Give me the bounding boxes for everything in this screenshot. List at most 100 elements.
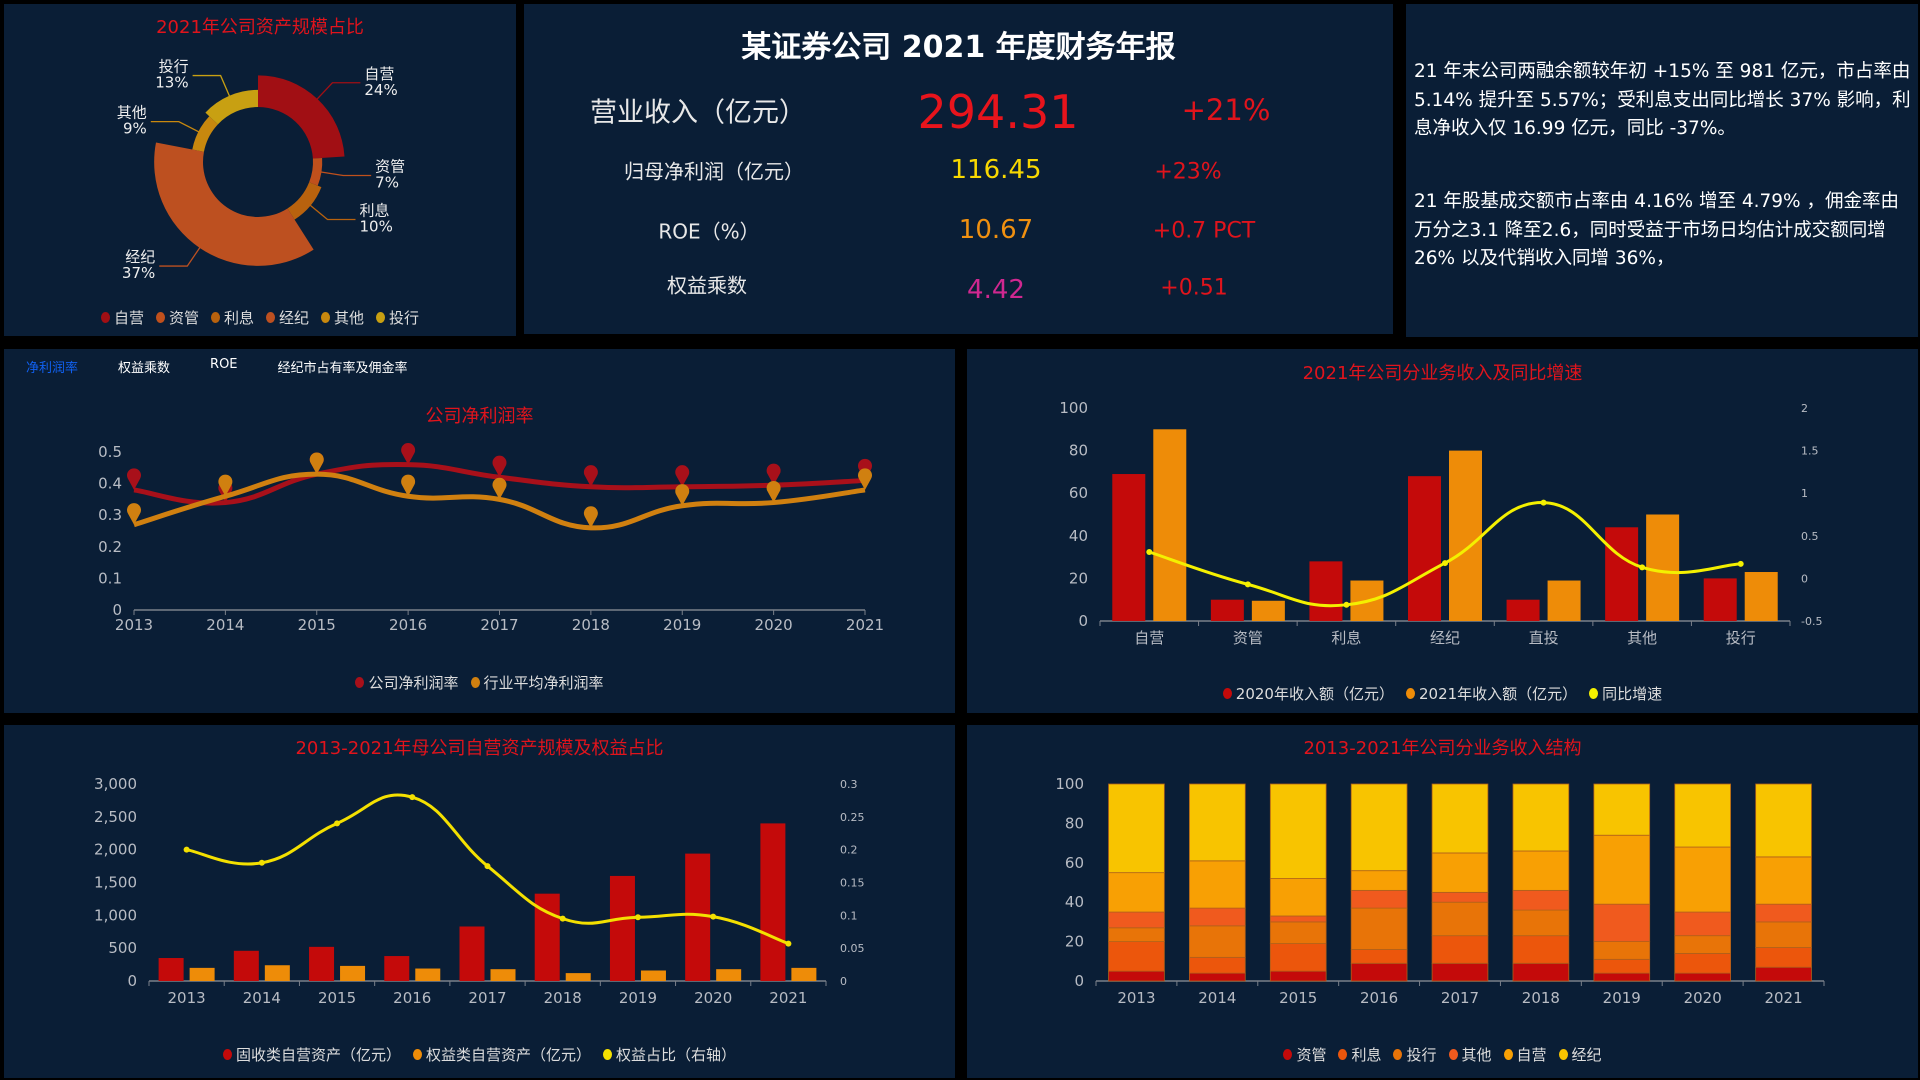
kpi-label-net-profit: 归母净利润（亿元） <box>624 159 804 184</box>
legend-item[interactable]: 自营 <box>100 307 144 328</box>
bar-1 <box>1646 514 1680 621</box>
legend-dot-icon <box>1338 1049 1348 1060</box>
legend-item[interactable]: 资管 <box>1283 1044 1326 1065</box>
pie-leader-line <box>192 74 231 98</box>
legend-item[interactable]: 同比增速 <box>1589 683 1662 704</box>
pie-label-name: 投行 <box>159 58 189 76</box>
x-tick-label: 2015 <box>318 989 356 1007</box>
y-tick-label: 0.3 <box>98 506 122 524</box>
x-tick-label: 2013 <box>115 616 153 634</box>
legend-item[interactable]: 利息 <box>1338 1044 1381 1065</box>
pie-leader-line <box>308 203 356 221</box>
pie-slice-经纪 <box>154 142 314 266</box>
legend-dot-icon <box>1448 1049 1458 1060</box>
asset-share-legend: 自营 资管 利息 经纪 其他 投行 <box>4 307 516 328</box>
legend-item[interactable]: 其他 <box>1448 1044 1492 1065</box>
x-tick-label: 投行 <box>1726 629 1756 647</box>
line-point <box>1737 560 1744 567</box>
bar-1 <box>1449 450 1482 621</box>
pin-marker-icon <box>127 468 141 490</box>
legend-label: 资管 <box>1296 1046 1327 1064</box>
y2-tick-label: 0.25 <box>840 811 865 824</box>
x-tick-label: 2019 <box>619 989 657 1007</box>
legend-item[interactable]: 2021年收入额（亿元） <box>1405 683 1577 704</box>
pie-label-percent: 7% <box>375 173 399 191</box>
legend-item[interactable]: 固收类自营资产（亿元） <box>222 1044 401 1065</box>
pin-marker-icon <box>675 484 690 506</box>
metric-tabs: 净利润率 权益乘数 ROE 经纪市占有率及佣金率 <box>26 357 408 376</box>
legend-dot-icon <box>321 312 331 323</box>
stacked-bar-segment-资管 <box>1674 972 1731 982</box>
x-tick-label: 2019 <box>1603 989 1641 1007</box>
y-tick-label: 100 <box>1055 775 1084 793</box>
legend-label: 投行 <box>389 309 420 327</box>
tab-net-margin[interactable]: 净利润率 <box>26 361 79 376</box>
bar-0 <box>1703 578 1737 621</box>
bar-0 <box>384 956 410 981</box>
stacked-bar-segment-利息 <box>1269 943 1327 972</box>
legend-item[interactable]: 其他 <box>321 307 364 328</box>
y-tick-label: 80 <box>1069 442 1088 460</box>
tab-brokerage-share[interactable]: 经纪市占有率及佣金率 <box>277 361 408 376</box>
line-point <box>785 940 792 947</box>
legend-item[interactable]: 公司净利润率 <box>355 672 459 693</box>
legend-item[interactable]: 权益占比（右轴） <box>603 1044 736 1065</box>
legend-item[interactable]: 资管 <box>155 307 199 328</box>
legend-dot-icon <box>222 1049 232 1060</box>
y2-tick-label: 1.5 <box>1801 445 1819 458</box>
bar-0 <box>685 853 711 981</box>
prop-assets-panel: 2013-2021年母公司自营资产规模及权益占比 0 500 1,000 1,500 2… <box>4 725 955 1078</box>
note-margin-financing: 21 年末公司两融余额较年初 +15% 至 981 亿元，市占率由 5.14% … <box>1414 61 1911 139</box>
legend-item[interactable]: 投行 <box>376 307 419 328</box>
y2-tick-label: -0.5 <box>1801 615 1822 628</box>
legend-item[interactable]: 利息 <box>210 307 254 328</box>
stacked-bar-segment-其他 <box>1755 903 1812 923</box>
pie-slice-投行 <box>205 89 258 125</box>
stacked-bar-segment-资管 <box>1431 962 1489 982</box>
stacked-bar-segment-投行 <box>1350 907 1408 950</box>
legend-item[interactable]: 投行 <box>1393 1044 1437 1065</box>
legend-dot-icon <box>1558 1049 1568 1060</box>
kpi-value-net-profit: 116.45 <box>950 155 1042 185</box>
y2-tick-label: 0.3 <box>840 778 858 791</box>
legend-dot-icon <box>266 312 275 323</box>
tab-roe[interactable]: ROE <box>210 357 238 372</box>
x-tick-label: 2017 <box>1441 989 1479 1007</box>
legend-item[interactable]: 经纪 <box>266 307 309 328</box>
legend-dot-icon <box>1222 688 1232 699</box>
bar-0 <box>1605 527 1639 621</box>
pie-slice-其他 <box>192 116 218 152</box>
legend-item[interactable]: 2020年收入额（亿元） <box>1222 683 1394 704</box>
tab-equity-multiplier[interactable]: 权益乘数 <box>118 361 171 376</box>
stacked-bar-segment-经纪 <box>1431 783 1489 854</box>
stacked-bar-segment-资管 <box>1189 972 1246 982</box>
y-tick-label: 0 <box>1078 612 1088 630</box>
stacked-bar-segment-利息 <box>1593 958 1651 974</box>
legend-item[interactable]: 自营 <box>1503 1044 1547 1065</box>
bar-1 <box>791 967 817 981</box>
stacked-bar-segment-自营 <box>1593 834 1651 905</box>
x-tick-label: 2020 <box>1684 989 1722 1007</box>
line-series-1 <box>133 471 866 531</box>
x-tick-label: 2014 <box>206 616 244 634</box>
y2-tick-label: 0.15 <box>840 877 865 890</box>
legend-dot-icon <box>1405 688 1415 699</box>
stacked-bar-segment-资管 <box>1512 962 1570 982</box>
line-point <box>409 794 416 801</box>
stacked-bar-segment-经纪 <box>1108 783 1165 874</box>
pin-marker-icon <box>583 465 598 487</box>
line-point <box>1244 581 1251 588</box>
stacked-bar-segment-投行 <box>1512 909 1570 937</box>
y-tick-label: 100 <box>1059 399 1088 417</box>
bar-0 <box>1309 561 1343 621</box>
legend-item[interactable]: 行业平均净利润率 <box>470 672 604 693</box>
pie-label-percent: 9% <box>123 120 147 138</box>
kpi-value-roe: 10.67 <box>958 215 1034 245</box>
legend-dot-icon <box>1503 1049 1513 1060</box>
stacked-bar-segment-利息 <box>1108 941 1165 972</box>
bar-1 <box>415 968 441 981</box>
legend-item[interactable]: 权益类自营资产（亿元） <box>412 1044 591 1065</box>
y-tick-label: 20 <box>1065 933 1084 951</box>
legend-item[interactable]: 经纪 <box>1558 1044 1602 1065</box>
income-structure-title: 2013-2021年公司分业务收入结构 <box>1303 738 1582 759</box>
